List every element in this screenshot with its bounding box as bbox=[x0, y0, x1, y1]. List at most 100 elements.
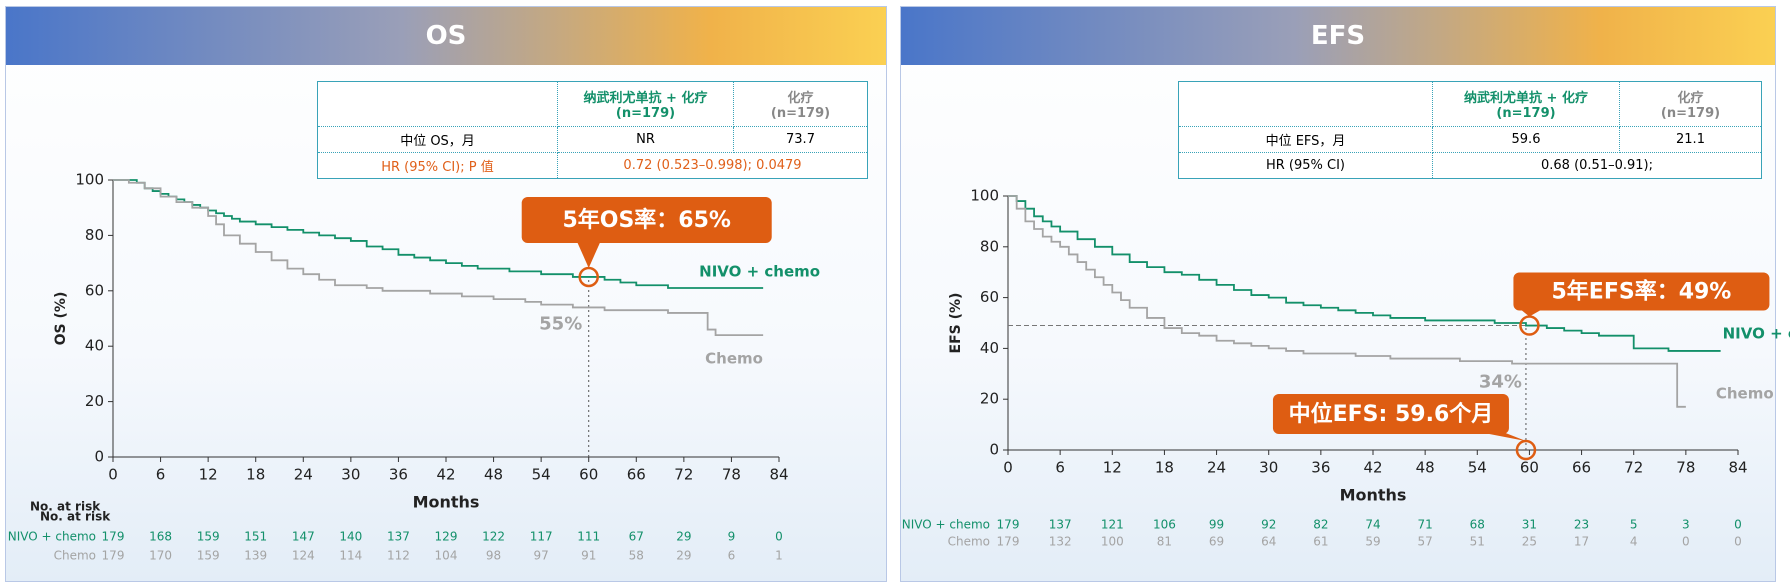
at-risk-value: 0 bbox=[1734, 535, 1742, 549]
x-tick-label: 66 bbox=[627, 466, 646, 484]
at-risk-value: 106 bbox=[1153, 518, 1176, 532]
at-risk-value: 114 bbox=[339, 549, 362, 563]
x-tick-label: 78 bbox=[1676, 459, 1695, 477]
table-cell: 0.68 (0.51–0.91); bbox=[1432, 152, 1762, 179]
y-axis-label: OS (%) bbox=[53, 292, 69, 346]
at-risk-value: 117 bbox=[530, 530, 553, 544]
results-table: 纳武利尤单抗 + 化疗 (n=179) 化疗 (n=179) 中位 OS，月 NR 73.7… bbox=[317, 81, 868, 179]
at-risk-value: 69 bbox=[1209, 535, 1224, 549]
at-risk-value: 179 bbox=[102, 530, 125, 544]
x-tick-label: 0 bbox=[108, 466, 118, 484]
at-risk-value: 124 bbox=[292, 549, 315, 563]
header-line: 纳武利尤单抗 + 化疗 bbox=[1464, 91, 1588, 106]
at-risk-value: 137 bbox=[1049, 518, 1072, 532]
series-label: NIVO + chemo bbox=[1723, 324, 1790, 342]
at-risk-value: 57 bbox=[1418, 535, 1433, 549]
x-axis-label: Months bbox=[413, 493, 480, 512]
at-risk-value: 23 bbox=[1574, 518, 1589, 532]
x-tick-label: 84 bbox=[769, 466, 788, 484]
at-risk-value: 170 bbox=[149, 549, 172, 563]
table-cell: 中位 EFS，月 bbox=[1178, 126, 1433, 153]
at-risk-value: 179 bbox=[997, 535, 1020, 549]
y-tick-label: 0 bbox=[989, 441, 999, 459]
header-cell: 化疗 (n=179) bbox=[733, 81, 868, 127]
callout-text: 5年OS率：65% bbox=[562, 207, 731, 233]
at-risk-value: 168 bbox=[149, 530, 172, 544]
callout-box bbox=[1272, 394, 1509, 434]
x-tick-label: 18 bbox=[246, 466, 265, 484]
at-risk-value: 74 bbox=[1365, 518, 1380, 532]
at-risk-value: 29 bbox=[676, 549, 691, 563]
at-risk-value: 67 bbox=[629, 530, 644, 544]
table-cell: 59.6 bbox=[1432, 126, 1620, 153]
x-tick-label: 60 bbox=[579, 466, 598, 484]
km-curve bbox=[1008, 195, 1686, 408]
at-risk-value: 17 bbox=[1574, 535, 1589, 549]
highlight-point bbox=[1515, 439, 1537, 461]
at-risk-value: 82 bbox=[1313, 518, 1328, 532]
x-tick-label: 72 bbox=[1624, 459, 1643, 477]
x-tick-label: 30 bbox=[1259, 459, 1278, 477]
at-risk-name: Chemo bbox=[54, 549, 96, 563]
series-label: Chemo bbox=[705, 350, 763, 368]
table-header: 纳武利尤单抗 + 化疗 (n=179) 化疗 (n=179) bbox=[317, 81, 868, 127]
x-tick-label: 24 bbox=[294, 466, 313, 484]
at-risk-title: No. at risk bbox=[30, 500, 101, 514]
at-risk-value: 132 bbox=[1049, 535, 1072, 549]
at-risk-value: 6 bbox=[728, 549, 736, 563]
header-line: (n=179) bbox=[770, 106, 831, 121]
km-curve bbox=[1008, 195, 1721, 352]
at-risk-name: Chemo bbox=[948, 535, 990, 549]
at-risk-value: 179 bbox=[997, 518, 1020, 532]
km-curve bbox=[113, 179, 764, 289]
at-risk-value: 5 bbox=[1630, 518, 1638, 532]
x-tick-label: 48 bbox=[484, 466, 503, 484]
at-risk-value: 137 bbox=[387, 530, 410, 544]
at-risk-value: 31 bbox=[1522, 518, 1537, 532]
x-tick-label: 18 bbox=[1155, 459, 1174, 477]
x-tick-label: 66 bbox=[1572, 459, 1591, 477]
highlight-point bbox=[1519, 315, 1540, 336]
header-line: 纳武利尤单抗 + 化疗 bbox=[583, 91, 708, 106]
x-tick-label: 6 bbox=[1055, 459, 1065, 477]
table-row: HR (95% CI) 0.68 (0.51–0.91); bbox=[1178, 152, 1762, 179]
at-risk-value: 179 bbox=[102, 549, 125, 563]
x-tick-label: 24 bbox=[1207, 459, 1226, 477]
at-risk-name: NIVO + chemo bbox=[8, 530, 96, 544]
y-tick-label: 0 bbox=[94, 448, 104, 466]
y-tick-label: 40 bbox=[85, 337, 104, 355]
x-tick-label: 54 bbox=[1468, 459, 1487, 477]
table-row: 中位 EFS，月 59.6 21.1 bbox=[1178, 126, 1762, 153]
at-risk-value: 97 bbox=[534, 549, 549, 563]
series-label: Chemo bbox=[1716, 384, 1774, 402]
at-risk-value: 29 bbox=[676, 530, 691, 544]
at-risk-value: 99 bbox=[1209, 518, 1224, 532]
at-risk-value: 3 bbox=[1682, 518, 1690, 532]
x-tick-label: 78 bbox=[722, 466, 741, 484]
table-cell: 中位 OS，月 bbox=[317, 126, 558, 153]
x-tick-label: 72 bbox=[674, 466, 693, 484]
x-tick-label: 36 bbox=[1311, 459, 1330, 477]
y-tick-label: 100 bbox=[75, 171, 104, 189]
results-table: 纳武利尤单抗 + 化疗 (n=179) 化疗 (n=179) 中位 EFS，月 59.6 2… bbox=[1178, 81, 1762, 179]
at-risk-value: 159 bbox=[197, 549, 220, 563]
at-risk-title: No. at risk bbox=[40, 510, 111, 524]
y-tick-label: 20 bbox=[980, 390, 999, 408]
y-tick-label: 100 bbox=[970, 187, 999, 205]
at-risk-value: 64 bbox=[1261, 535, 1276, 549]
table-cell: 21.1 bbox=[1619, 126, 1762, 153]
y-tick-label: 80 bbox=[85, 226, 104, 244]
x-axis-label: Months bbox=[1340, 486, 1407, 505]
at-risk-value: 68 bbox=[1470, 518, 1485, 532]
at-risk-value: 111 bbox=[577, 530, 600, 544]
header-cell bbox=[1178, 81, 1433, 127]
at-risk-value: 9 bbox=[728, 530, 736, 544]
at-risk-value: 4 bbox=[1630, 535, 1638, 549]
at-risk-value: 61 bbox=[1313, 535, 1328, 549]
at-risk-value: 25 bbox=[1522, 535, 1537, 549]
x-tick-label: 0 bbox=[1003, 459, 1013, 477]
at-risk-value: 129 bbox=[435, 530, 458, 544]
at-risk-value: 147 bbox=[292, 530, 315, 544]
at-risk-value: 104 bbox=[435, 549, 458, 563]
at-risk-value: 122 bbox=[482, 530, 505, 544]
